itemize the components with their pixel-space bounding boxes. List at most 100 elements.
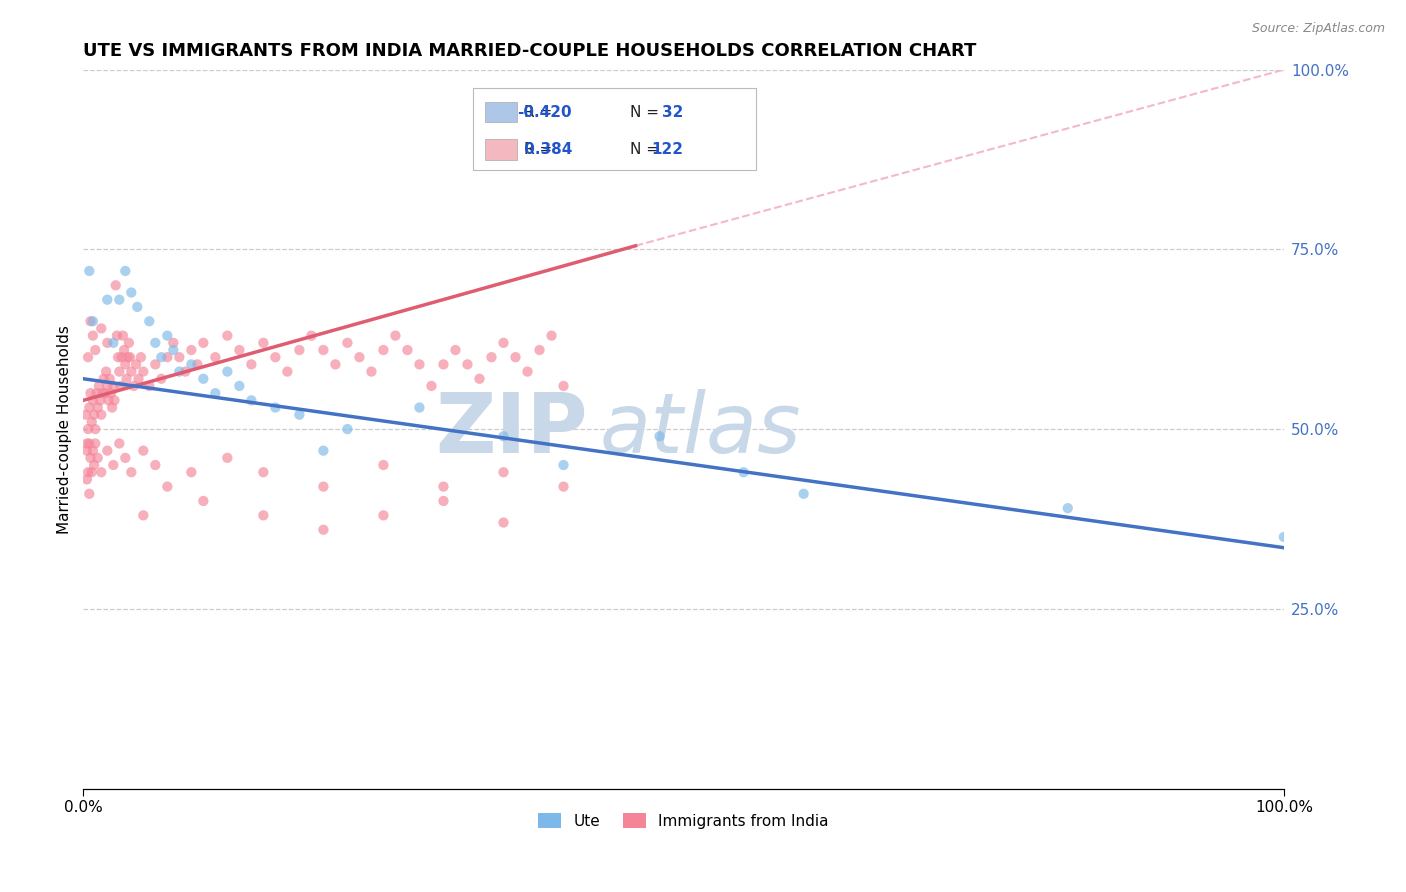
Point xyxy=(132,508,155,523)
Point xyxy=(77,350,100,364)
Point xyxy=(86,386,108,401)
Point xyxy=(90,465,112,479)
Text: R =: R = xyxy=(524,104,553,120)
Point xyxy=(112,343,135,357)
Text: 0.384: 0.384 xyxy=(519,142,572,157)
Point xyxy=(79,436,101,450)
Point xyxy=(82,393,104,408)
Point xyxy=(108,365,131,379)
Point xyxy=(82,443,104,458)
Point xyxy=(288,408,311,422)
Point xyxy=(180,358,202,372)
Point xyxy=(79,264,101,278)
Point xyxy=(193,494,215,508)
Point xyxy=(204,386,226,401)
Point xyxy=(217,328,239,343)
Point xyxy=(276,365,298,379)
Point xyxy=(505,350,527,364)
Point xyxy=(252,508,274,523)
Point xyxy=(432,494,454,508)
Point xyxy=(111,328,134,343)
Point xyxy=(553,379,575,393)
Text: N =: N = xyxy=(630,142,658,157)
Point xyxy=(240,393,263,408)
Point xyxy=(103,335,125,350)
Point xyxy=(117,350,139,364)
Point xyxy=(111,350,134,364)
Point xyxy=(132,365,155,379)
Point xyxy=(299,328,322,343)
Point xyxy=(108,436,131,450)
Point xyxy=(79,386,101,401)
Point xyxy=(180,343,202,357)
Point xyxy=(82,328,104,343)
Point xyxy=(75,408,97,422)
Point xyxy=(553,480,575,494)
Point xyxy=(105,328,128,343)
Point xyxy=(77,422,100,436)
Y-axis label: Married-couple Households: Married-couple Households xyxy=(58,325,72,533)
Point xyxy=(77,465,100,479)
Point xyxy=(1056,501,1078,516)
FancyBboxPatch shape xyxy=(485,139,516,160)
Point xyxy=(553,458,575,472)
Point xyxy=(252,335,274,350)
Point xyxy=(312,443,335,458)
Point xyxy=(94,386,117,401)
Point xyxy=(492,516,515,530)
Point xyxy=(336,335,359,350)
Point xyxy=(733,465,755,479)
Point xyxy=(96,443,118,458)
Text: ZIP: ZIP xyxy=(434,389,588,469)
Text: R =: R = xyxy=(524,142,553,157)
Point xyxy=(90,408,112,422)
Point xyxy=(373,458,395,472)
Point xyxy=(162,343,184,357)
Point xyxy=(83,458,105,472)
Point xyxy=(86,450,108,465)
Point xyxy=(373,343,395,357)
Point xyxy=(169,350,191,364)
Point xyxy=(143,358,166,372)
Point xyxy=(186,358,208,372)
Point xyxy=(115,372,138,386)
Point xyxy=(76,436,98,450)
Point xyxy=(456,358,478,372)
Point xyxy=(252,465,274,479)
Point xyxy=(529,343,551,357)
Point xyxy=(91,386,114,401)
Point xyxy=(156,328,179,343)
Point xyxy=(108,293,131,307)
Point xyxy=(80,415,103,429)
Point xyxy=(100,386,122,401)
Point xyxy=(288,343,311,357)
Point xyxy=(104,278,127,293)
Point xyxy=(79,401,101,415)
Point xyxy=(408,358,430,372)
Point xyxy=(84,422,107,436)
Point xyxy=(360,365,382,379)
Point xyxy=(114,450,136,465)
Point xyxy=(481,350,503,364)
Text: 32: 32 xyxy=(662,104,683,120)
Point xyxy=(156,350,179,364)
Point xyxy=(156,480,179,494)
Point xyxy=(312,480,335,494)
Point xyxy=(79,314,101,328)
Point xyxy=(150,350,173,364)
Point xyxy=(120,365,142,379)
Point xyxy=(150,372,173,386)
Point xyxy=(384,328,406,343)
Point xyxy=(107,350,129,364)
Point xyxy=(648,429,671,443)
Point xyxy=(96,379,118,393)
Point xyxy=(96,335,118,350)
Point xyxy=(325,358,347,372)
Point xyxy=(103,393,125,408)
Point xyxy=(94,365,117,379)
Point xyxy=(240,358,263,372)
Point xyxy=(120,285,142,300)
Point xyxy=(217,450,239,465)
Point xyxy=(492,429,515,443)
Text: -0.420: -0.420 xyxy=(517,104,572,120)
